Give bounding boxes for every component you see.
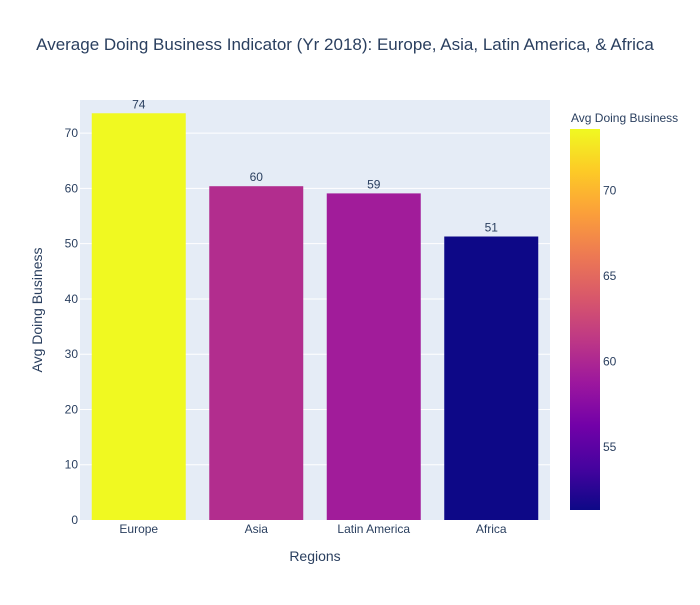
colorbar-tick-label: 65	[603, 269, 617, 283]
y-tick-label: 50	[65, 237, 79, 251]
y-tick-label: 30	[65, 347, 79, 361]
y-axis-ticks: 0 10 20 30 40 50 60 70	[65, 126, 79, 527]
x-tick-label: Asia	[245, 522, 269, 536]
bar-value-label: 74	[132, 97, 146, 111]
x-axis-ticks: Europe Asia Latin America Africa	[119, 522, 507, 536]
chart-title: Average Doing Business Indicator (Yr 201…	[36, 35, 654, 54]
y-tick-label: 40	[65, 292, 79, 306]
colorbar-tick-label: 70	[603, 184, 617, 198]
bars	[91, 113, 539, 521]
bar-value-label: 51	[485, 221, 499, 235]
y-tick-label: 20	[65, 402, 79, 416]
x-axis-title: Regions	[289, 548, 340, 564]
bar-value-label: 59	[367, 177, 381, 191]
y-tick-label: 70	[65, 126, 79, 140]
bar-value-labels: 74 60 59 51	[132, 97, 498, 234]
colorbar-title: Avg Doing Business	[571, 111, 678, 125]
bar	[326, 193, 421, 521]
x-tick-label: Africa	[476, 522, 507, 536]
y-tick-label: 0	[71, 513, 78, 527]
colorbar-tick-label: 60	[603, 354, 617, 368]
bar-value-label: 60	[250, 170, 264, 184]
bar	[444, 236, 539, 520]
colorbar-tick-label: 55	[603, 440, 617, 454]
y-axis-title: Avg Doing Business	[29, 247, 45, 372]
x-tick-label: Europe	[119, 522, 158, 536]
bar	[91, 113, 186, 521]
colorbar-ticks: 55 60 65 70	[603, 184, 617, 454]
y-tick-label: 60	[65, 181, 79, 195]
colorbar	[570, 129, 600, 510]
x-tick-label: Latin America	[337, 522, 410, 536]
bar	[209, 186, 304, 521]
y-tick-label: 10	[65, 458, 79, 472]
